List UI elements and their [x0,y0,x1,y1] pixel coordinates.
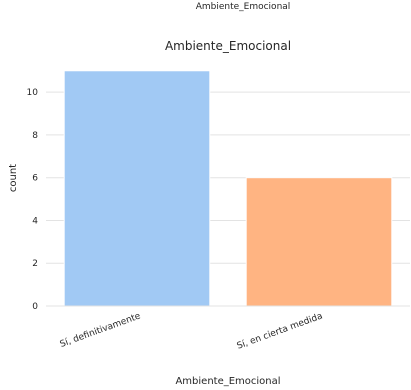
plot-area: 0 2 4 6 8 10 Sí, definitivamente Sí, en cierta … [27,70,410,352]
y-tick-label-4: 8 [32,131,38,141]
y-tick-label-5: 10 [27,88,39,98]
bar-1 [245,177,393,307]
chart-title: Ambiente_Emocional [165,39,291,53]
bar-0 [63,70,211,307]
x-tick-label-0: Sí, definitivamente [59,311,143,350]
cropped-figure-title: Ambiente_Emocional [196,2,291,12]
x-axis-label: Ambiente_Emocional [175,376,280,387]
y-tick-label-3: 6 [32,174,38,184]
y-tick-label-0: 0 [32,302,38,312]
y-tick-label-1: 2 [32,259,38,269]
y-tick-label-2: 4 [32,216,38,226]
y-axis-label: count [8,164,19,192]
x-tick-label-1: Sí, en cierta medida [236,311,324,351]
